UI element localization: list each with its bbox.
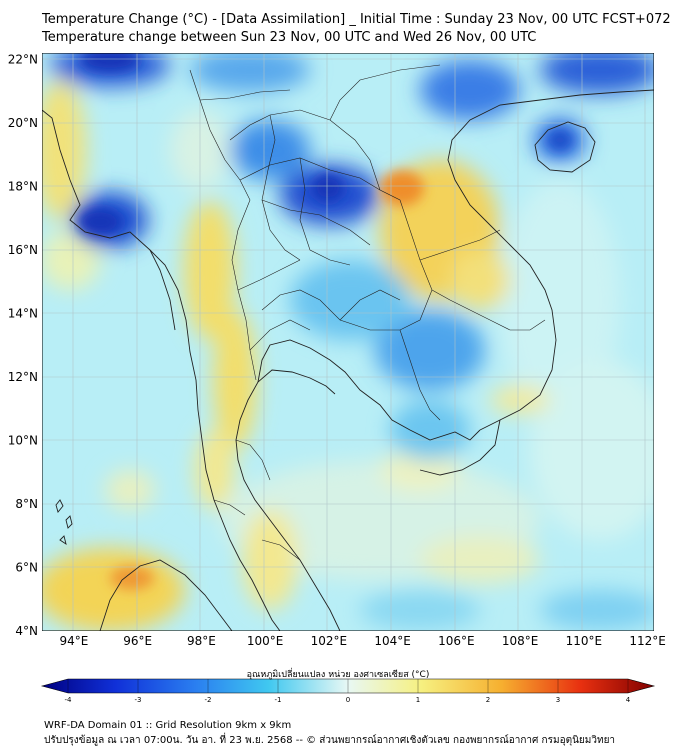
colorbar-tick-label: 0 xyxy=(346,696,350,704)
coastlines xyxy=(42,89,654,631)
colorbar-tick-label: -2 xyxy=(205,696,212,704)
lon-tick-label: 110°E xyxy=(566,634,603,648)
footer-model-info: WRF-DA Domain 01 :: Grid Resolution 9km … xyxy=(44,720,292,731)
lat-tick-label: 20°N xyxy=(8,116,38,130)
lat-tick-label: 6°N xyxy=(15,560,38,574)
colorbar-tick-label: 3 xyxy=(556,696,560,704)
lon-tick-label: 106°E xyxy=(438,634,475,648)
latitude-tick-labels: 22°N 20°N 18°N 16°N 14°N 12°N 10°N 8°N 6°N 4°N xyxy=(8,52,38,638)
lat-tick-label: 14°N xyxy=(8,306,38,320)
longitude-tick-labels: 94°E 96°E 98°E 100°E 102°E 104°E 106°E 108°E 110… xyxy=(59,634,665,648)
lon-tick-label: 100°E xyxy=(247,634,284,648)
colorbar-label: อุณหภูมิเปลี่ยนแปลง หน่วย องศาเซลเซียส (… xyxy=(246,670,430,680)
lat-tick-label: 10°N xyxy=(8,433,38,447)
colorbar-tick-labels: -4 -3 -2 -1 0 1 2 3 4 xyxy=(65,679,631,704)
lat-tick-label: 4°N xyxy=(15,624,38,638)
lon-tick-label: 112°E xyxy=(629,634,666,648)
colorbar-tick-label: 4 xyxy=(626,696,631,704)
lon-tick-label: 102°E xyxy=(311,634,348,648)
colorbar-tick-label: -1 xyxy=(275,696,282,704)
lat-tick-label: 8°N xyxy=(15,497,38,511)
footer-update-info: ปรับปรุงข้อมูล ณ เวลา 07:00น. วัน อา. ที… xyxy=(44,735,616,746)
gridlines xyxy=(42,53,654,631)
lat-tick-label: 16°N xyxy=(8,243,38,257)
colorbar-tick-label: 1 xyxy=(416,696,420,704)
colorbar-tick-label: 2 xyxy=(486,696,490,704)
lat-tick-label: 12°N xyxy=(8,370,38,384)
lon-tick-label: 98°E xyxy=(187,634,216,648)
colorbar-tick-label: -3 xyxy=(135,696,142,704)
lat-tick-label: 18°N xyxy=(8,179,38,193)
lon-tick-label: 94°E xyxy=(59,634,88,648)
map-title: Temperature Change (°C) - [Data Assimila… xyxy=(42,12,671,27)
colorbar: -4 -3 -2 -1 0 1 2 3 4 xyxy=(40,678,656,704)
borders xyxy=(189,64,546,561)
temperature-field xyxy=(42,53,654,631)
lon-tick-label: 96°E xyxy=(123,634,152,648)
colorbar-tick-label: -4 xyxy=(65,696,73,704)
lat-tick-label: 22°N xyxy=(8,52,38,66)
lon-tick-label: 104°E xyxy=(374,634,411,648)
map-subtitle: Temperature change between Sun 23 Nov, 0… xyxy=(42,30,537,45)
lon-tick-label: 108°E xyxy=(502,634,539,648)
